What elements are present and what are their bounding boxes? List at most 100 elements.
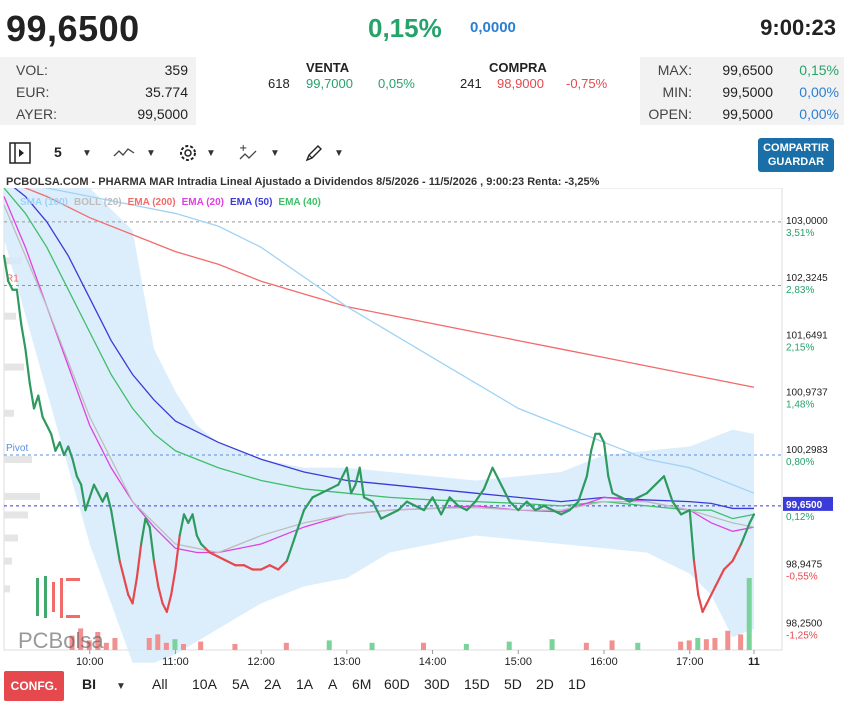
range-button[interactable]: 15D (464, 676, 490, 692)
price-segment (337, 466, 348, 486)
price-segment (260, 564, 271, 571)
line-type-caret-icon[interactable]: ▼ (146, 148, 156, 159)
legend-item[interactable]: SMA (100) (20, 197, 68, 208)
max-label: MAX: (657, 62, 692, 78)
sell-price: 99,7000 (306, 76, 353, 91)
price-segment (692, 559, 700, 596)
indicator-caret-icon[interactable]: ▼ (270, 148, 280, 159)
range-button[interactable]: A (328, 676, 338, 692)
range-button[interactable]: 5D (504, 676, 522, 692)
y-tick-pct: 3,51% (786, 228, 814, 239)
range-button[interactable]: 10A (192, 676, 217, 692)
volume-bar (549, 639, 555, 650)
mode-caret-icon[interactable]: ▼ (116, 681, 126, 692)
price-segment (568, 500, 580, 512)
range-button[interactable]: All (152, 676, 168, 692)
range-button[interactable]: 60D (384, 676, 410, 692)
volume-bar (695, 638, 701, 650)
price-segment (97, 492, 104, 503)
price-segment (551, 509, 563, 516)
legend-item[interactable]: EMA (200) (127, 197, 176, 208)
price-segment (637, 492, 648, 499)
legend-item[interactable]: EMA (20) (181, 197, 224, 208)
last-price-tag (783, 496, 833, 511)
price-segment (24, 347, 31, 385)
y-tick-label: 98,9475 (786, 559, 823, 570)
price-segment (144, 517, 151, 529)
price-segment (2, 254, 10, 283)
volume-bar (712, 638, 718, 650)
logo-bar (66, 615, 80, 618)
price-segment (208, 551, 220, 558)
price-segment (405, 500, 417, 507)
y-tick-label: 100,2983 (786, 445, 828, 456)
sell-pct: 0,05% (378, 76, 415, 91)
range-button[interactable]: 30D (424, 676, 450, 692)
y-tick-pct: 2,83% (786, 285, 814, 296)
range-button[interactable]: 5A (232, 676, 250, 692)
price-segment (165, 593, 173, 613)
draw-pencil-icon[interactable] (302, 142, 326, 164)
interval-caret-icon[interactable]: ▼ (82, 148, 92, 159)
volume-bar (283, 642, 289, 650)
series-line (43, 188, 755, 494)
range-button[interactable]: 1A (296, 676, 314, 692)
legend-item[interactable]: EMA (40) (278, 197, 321, 208)
add-indicator-icon[interactable]: + (236, 142, 260, 164)
draw-caret-icon[interactable]: ▼ (334, 148, 344, 159)
volume-profile-bar (4, 363, 24, 371)
price-segment (131, 576, 138, 605)
min-label: MIN: (662, 84, 692, 100)
price-segment (345, 466, 353, 495)
vol-label: VOL: (16, 62, 48, 78)
range-button[interactable]: 2A (264, 676, 282, 692)
config-button[interactable]: CONFG. (4, 671, 64, 701)
volume-bar (112, 638, 118, 650)
buy-title: COMPRA (489, 60, 547, 75)
price-segment (28, 381, 36, 410)
price-segment (110, 509, 117, 537)
reference-line-label: R1 (6, 273, 19, 284)
x-tick-label: 11 (748, 656, 760, 668)
mode-select[interactable]: BI (82, 676, 96, 692)
price-segment (58, 441, 66, 457)
range-button[interactable]: 6M (352, 676, 372, 692)
share-save-button[interactable]: COMPARTIR GUARDAR (758, 138, 834, 172)
interval-select[interactable]: 5 (54, 144, 62, 160)
chart-toolbar: 5 ▼ ▼ ▼ + ▼ ▼ (6, 140, 366, 166)
gear-icon[interactable] (176, 142, 200, 164)
price-segment (590, 432, 597, 452)
legend-item[interactable]: BOLL (20) (73, 197, 122, 208)
legend-item[interactable]: EMA (50) (230, 197, 273, 208)
volume-bar (95, 632, 101, 650)
range-button[interactable]: 2D (536, 676, 554, 692)
price-segment (680, 509, 691, 516)
price-segment (217, 555, 228, 563)
volume-bar (146, 638, 152, 650)
price-segment (598, 432, 606, 444)
panel-toggle-icon[interactable] (8, 142, 32, 164)
buy-pct: -0,75% (566, 76, 608, 91)
settings-caret-icon[interactable]: ▼ (206, 148, 216, 159)
line-type-icon[interactable] (112, 142, 136, 164)
y-tick-label: 103,0000 (786, 216, 828, 227)
price-segment (358, 466, 366, 499)
y-tick-pct: -0,55% (786, 571, 818, 582)
price-segment (20, 322, 27, 351)
volume-bar (86, 640, 92, 650)
volume-bar (725, 630, 731, 650)
price-segment (178, 513, 186, 537)
y-tick-pct: 0,12% (786, 512, 814, 523)
stats-right: MAX: 99,6500 0,15% MIN: 99,5000 0,00% OP… (640, 59, 844, 125)
price-segment (92, 483, 100, 495)
price-segment (440, 496, 451, 516)
volume-profile-bar (4, 455, 32, 463)
price-segment (448, 496, 460, 507)
volume-profile-bar (4, 511, 28, 519)
price-segment (75, 475, 83, 486)
stats-right-box (640, 57, 844, 125)
reference-line-label: Pivot (6, 443, 28, 454)
range-button[interactable]: 1D (568, 676, 586, 692)
bollinger-band (4, 188, 754, 663)
